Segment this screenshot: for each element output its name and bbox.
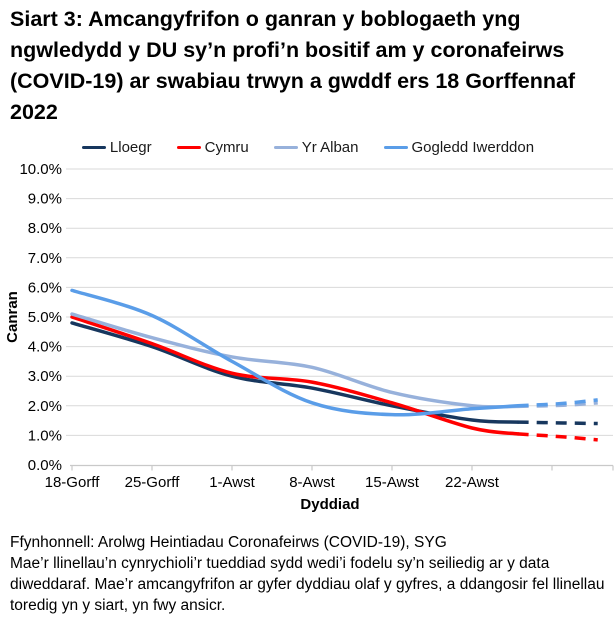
y-tick-label: 9.0% — [28, 191, 62, 208]
chart-canvas: 0.0% 1.0% 2.0% 3.0% 4.0% 5.0% 6.0% 7.0% 8.0% 9.0%… — [4, 161, 614, 513]
series-line-1 — [70, 315, 520, 436]
series-line-dashed-1 — [517, 432, 598, 442]
y-tick-label: 10.0% — [19, 161, 62, 178]
series-line-0 — [70, 321, 520, 424]
legend-item-gogledd-iwerddon: Gogledd Iwerddon — [383, 139, 535, 156]
series-line-dashed-0 — [517, 420, 598, 426]
series-line-2 — [70, 312, 520, 409]
legend-label: Gogledd Iwerddon — [411, 139, 535, 156]
x-tick-label: 15-Awst — [365, 474, 420, 491]
legend-line-swatch — [383, 145, 408, 150]
chart-title: Siart 3: Amcangyfrifon o ganran y boblog… — [10, 7, 576, 124]
y-tick-label: 1.0% — [28, 427, 62, 444]
y-tick-label: 4.0% — [28, 339, 62, 356]
y-axis-title: Canran — [4, 291, 21, 343]
series-line-dashed-3 — [517, 398, 598, 408]
legend-item-lloegr: Lloegr — [81, 139, 152, 156]
chart-source: Ffynhonnell: Arolwg Heintiadau Coronafei… — [10, 534, 447, 551]
y-tick-label: 5.0% — [28, 309, 62, 326]
legend-line-swatch — [81, 145, 106, 150]
legend: Lloegr Cymru Yr Alban Gogledd Iwerddon — [0, 139, 616, 156]
y-tick-label: 0.0% — [28, 457, 62, 474]
legend-label: Cymru — [204, 139, 249, 156]
chart-note: Mae’r llinellau’n cynrychioli’r tueddiad… — [10, 555, 605, 614]
y-tick-label: 3.0% — [28, 368, 62, 385]
x-tick-label: 8-Awst — [289, 474, 335, 491]
series-line-3 — [70, 288, 520, 417]
legend-label: Lloegr — [109, 139, 152, 156]
y-tick-label: 8.0% — [28, 220, 62, 237]
x-tick-label: 1-Awst — [209, 474, 255, 491]
legend-item-yr-alban: Yr Alban — [273, 139, 359, 156]
y-tick-label: 2.0% — [28, 398, 62, 415]
y-tick-label: 6.0% — [28, 279, 62, 296]
x-tick-label: 22-Awst — [445, 474, 500, 491]
chart-area: 0.0% 1.0% 2.0% 3.0% 4.0% 5.0% 6.0% 7.0% 8.0% 9.0%… — [0, 160, 616, 515]
legend-line-swatch — [273, 145, 298, 150]
legend-item-cymru: Cymru — [176, 139, 249, 156]
x-tick-label: 25-Gorff — [125, 474, 181, 491]
x-axis-title: Dyddiad — [300, 496, 359, 513]
legend-line-swatch — [176, 145, 201, 150]
x-tick-label: 18-Gorff — [45, 474, 101, 491]
legend-label: Yr Alban — [301, 139, 359, 156]
chart-footer: Ffynhonnell: Arolwg Heintiadau Coronafei… — [10, 532, 608, 616]
y-tick-label: 7.0% — [28, 250, 62, 267]
